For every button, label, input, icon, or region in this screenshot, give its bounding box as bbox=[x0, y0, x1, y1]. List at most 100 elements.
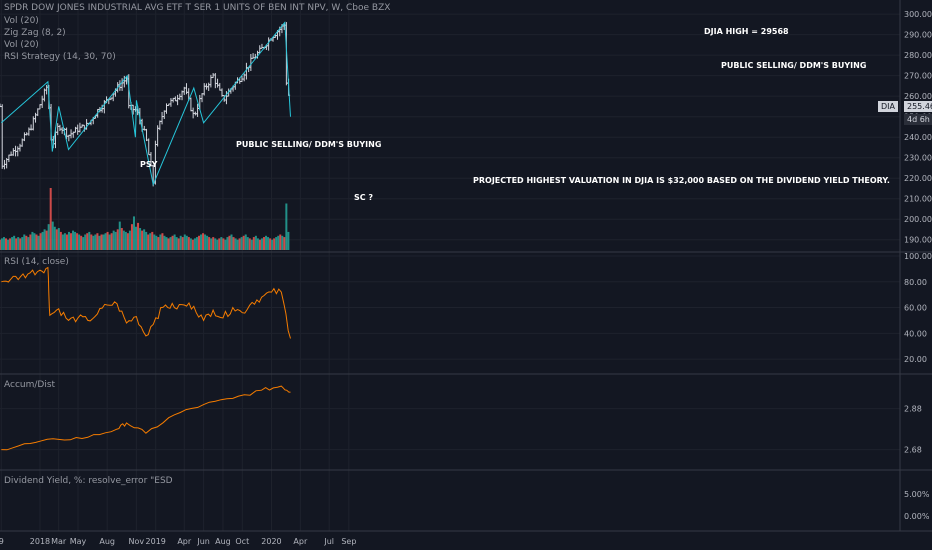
volume-bar bbox=[187, 237, 190, 250]
x-tick-label: May bbox=[70, 537, 87, 546]
volume-bar bbox=[242, 235, 245, 250]
study-vol2-label[interactable]: Vol (20) bbox=[4, 40, 39, 50]
y-axis[interactable]: 190.00200.00210.00220.00230.00240.00250.… bbox=[904, 10, 932, 521]
volume-bar bbox=[41, 231, 44, 250]
volume-bar bbox=[108, 234, 111, 250]
zigzag-line bbox=[0, 21, 291, 187]
price-tick-label: 210.00 bbox=[904, 195, 932, 204]
volume-bar bbox=[39, 233, 42, 250]
volume-bar bbox=[29, 234, 32, 250]
volume-bar bbox=[112, 230, 115, 250]
ad-tick-label: 2.88 bbox=[904, 405, 922, 414]
annotation-public-selling-right: PUBLIC SELLING/ DDM'S BUYING bbox=[721, 61, 867, 70]
price-tick-label: 280.00 bbox=[904, 51, 932, 60]
annotation-projection: PROJECTED HIGHEST VALUATION IN DJIA IS $… bbox=[473, 176, 890, 185]
rsi-tick-label: 40.00 bbox=[904, 329, 927, 338]
dividend-tick-label: 5.00% bbox=[904, 490, 930, 499]
volume-bar bbox=[269, 238, 272, 250]
annotation-sc: SC ? bbox=[354, 193, 374, 202]
volume-bar bbox=[114, 231, 117, 250]
volume-bar bbox=[250, 239, 253, 250]
x-tick-label: Nov bbox=[129, 537, 145, 546]
x-tick-label: Aug bbox=[215, 537, 231, 546]
volume-bar bbox=[74, 231, 77, 250]
volume-bar bbox=[27, 237, 30, 250]
x-tick-label: Oct bbox=[235, 537, 249, 546]
volume-bar bbox=[220, 237, 223, 250]
volume-bar bbox=[191, 239, 194, 250]
volume-bar bbox=[275, 237, 278, 250]
zigzag-polyline bbox=[0, 21, 291, 187]
volume-bar bbox=[82, 237, 85, 250]
price-bar bbox=[76, 124, 80, 135]
volume-bar bbox=[94, 234, 97, 250]
volume-bar bbox=[51, 221, 54, 250]
volume-bar bbox=[238, 238, 241, 250]
price-bar bbox=[40, 95, 44, 109]
volume-bar bbox=[236, 239, 239, 250]
price-bar bbox=[160, 111, 164, 125]
volume-bar bbox=[132, 216, 135, 250]
volume-bar bbox=[279, 234, 282, 250]
volume-bar bbox=[248, 238, 251, 250]
volume-bar bbox=[55, 229, 58, 250]
price-bar bbox=[207, 82, 211, 91]
volume-bar bbox=[195, 237, 198, 250]
volume-bar bbox=[65, 234, 68, 250]
x-tick-label: 9 bbox=[0, 537, 4, 546]
price-tick-label: 190.00 bbox=[904, 236, 932, 245]
volume-bar bbox=[226, 237, 229, 250]
x-axis[interactable]: 9 2018 Mar May Aug Nov 2019 Apr Jun Aug Oct 2020 Apr… bbox=[0, 537, 356, 546]
volume-bar bbox=[287, 231, 290, 250]
rsi-pane-title[interactable]: RSI (14, close) bbox=[4, 257, 69, 267]
volume-bar bbox=[0, 238, 3, 250]
price-bar bbox=[7, 154, 11, 163]
price-bar bbox=[158, 120, 162, 131]
accum-pane-title[interactable]: Accum/Dist bbox=[4, 380, 56, 390]
price-tick-label: 300.00 bbox=[904, 10, 932, 19]
volume-bar bbox=[25, 235, 28, 250]
volume-bar bbox=[252, 237, 255, 250]
x-tick-label: Jul bbox=[323, 537, 334, 546]
volume-bar bbox=[110, 233, 113, 250]
volume-bar bbox=[281, 235, 284, 250]
study-rsi-strategy-label[interactable]: RSI Strategy (14, 30, 70) bbox=[4, 52, 116, 62]
volume-bar bbox=[53, 226, 56, 250]
volume-bar bbox=[232, 237, 235, 250]
volume-bar bbox=[212, 237, 215, 250]
volume-bar bbox=[0, 239, 1, 250]
price-tick-label: 200.00 bbox=[904, 215, 932, 224]
volume-bar bbox=[80, 235, 83, 250]
volume-bar bbox=[23, 234, 26, 250]
study-zigzag-label[interactable]: Zig Zag (8, 2) bbox=[4, 28, 66, 38]
volume-bar bbox=[222, 238, 225, 250]
price-bar bbox=[45, 84, 49, 95]
annotation-djia-high: DJIA HIGH = 29568 bbox=[704, 27, 789, 36]
volume-bar bbox=[78, 234, 81, 250]
volume-bar bbox=[84, 234, 87, 250]
volume-bar bbox=[159, 234, 162, 250]
rsi-tick-label: 100.00 bbox=[904, 252, 932, 261]
volume-bar bbox=[285, 203, 288, 250]
volume-bar bbox=[145, 231, 148, 250]
volume-bar bbox=[256, 238, 259, 250]
dividend-pane-title[interactable]: Dividend Yield, %: resolve_error "ESD bbox=[4, 476, 173, 486]
symbol-title[interactable]: SPDR DOW JONES INDUSTRIAL AVG ETF T SER … bbox=[4, 3, 391, 13]
study-vol-label[interactable]: Vol (20) bbox=[4, 16, 39, 26]
price-bar bbox=[169, 98, 173, 107]
countdown-value: 4d 6h bbox=[907, 115, 930, 124]
volume-bar bbox=[183, 234, 186, 250]
volume-bar bbox=[57, 228, 60, 250]
volume-bar bbox=[120, 228, 123, 250]
volume-bar bbox=[128, 230, 131, 250]
volume-bar bbox=[4, 238, 8, 250]
volume-bar bbox=[218, 238, 221, 250]
volume-bar bbox=[21, 237, 24, 250]
price-bar bbox=[173, 96, 177, 102]
price-tick-label: 270.00 bbox=[904, 72, 932, 81]
volume-bar bbox=[273, 238, 276, 250]
price-bar bbox=[216, 78, 220, 88]
volume-bar bbox=[122, 230, 125, 250]
volume-bar bbox=[15, 238, 18, 250]
